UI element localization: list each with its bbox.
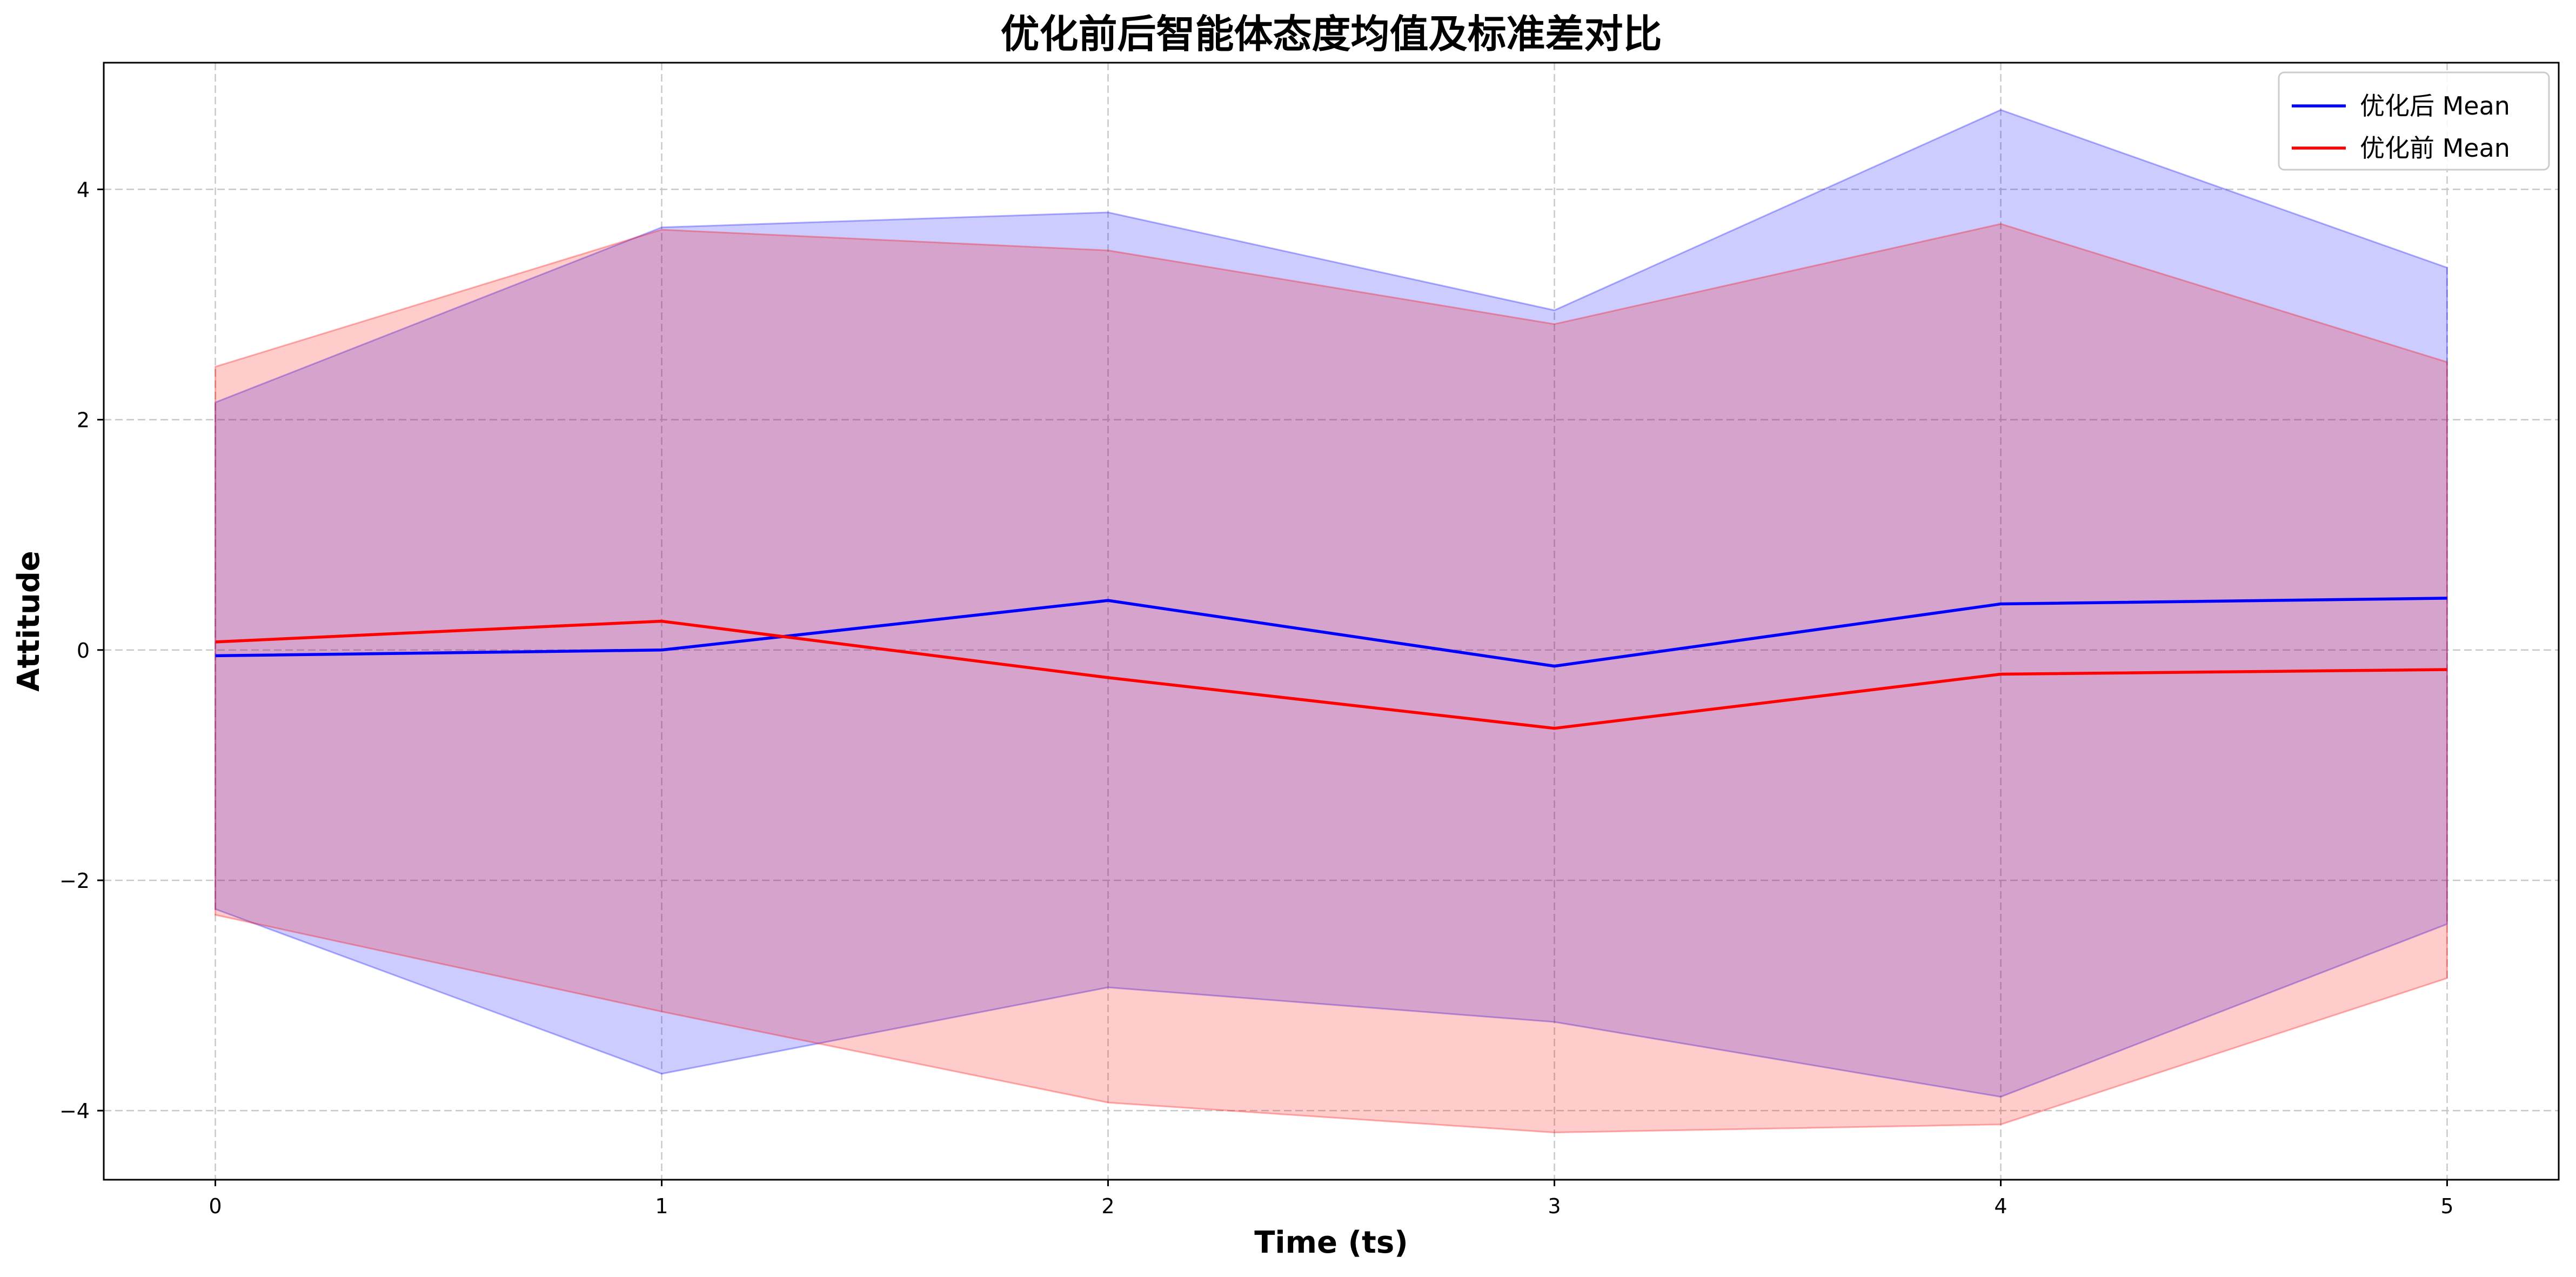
std-bands <box>215 109 2448 1134</box>
x-tick-label: 4 <box>1994 1194 2007 1218</box>
y-tick-label: 4 <box>77 178 90 202</box>
legend-label-series-2: 优化前 Mean <box>2360 133 2510 163</box>
x-tick-label: 2 <box>1101 1194 1114 1218</box>
x-tick-label: 1 <box>655 1194 668 1218</box>
mean-line-series-1 <box>215 597 2447 668</box>
y-tick-label: 2 <box>77 409 90 432</box>
y-tick-label: −4 <box>59 1099 90 1123</box>
x-tick-label: 5 <box>2440 1194 2453 1218</box>
chart-title: 优化前后智能体态度均值及标准差对比 <box>1000 11 1662 57</box>
mean-lines <box>215 597 2447 730</box>
std-band-series-2 <box>215 223 2448 1134</box>
mean-line-series-2 <box>215 619 2447 730</box>
legend: 优化后 Mean 优化前 Mean <box>2278 71 2550 171</box>
legend-box <box>2278 71 2550 171</box>
legend-label-series-1: 优化后 Mean <box>2360 91 2510 121</box>
plot-frame <box>103 62 2560 1181</box>
grid-lines <box>104 63 2559 1180</box>
y-tick-label: 0 <box>77 639 90 663</box>
x-tick-label: 0 <box>209 1194 222 1218</box>
x-axis-label: Time (ts) <box>1254 1225 1408 1260</box>
std-band-series-1 <box>215 109 2448 1098</box>
x-tick-label: 3 <box>1548 1194 1561 1218</box>
y-axis-label: Attitude <box>11 551 46 692</box>
axis-ticks: 0 1 2 3 4 5 −4 −2 0 2 4 <box>59 178 2454 1218</box>
y-tick-label: −2 <box>59 869 90 893</box>
